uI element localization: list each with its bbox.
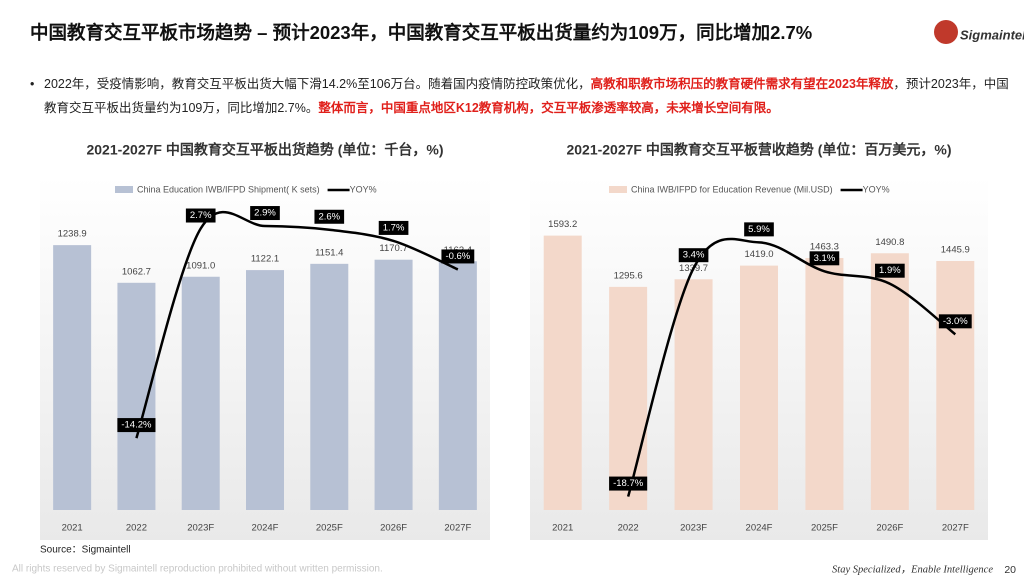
- x-tick-label: 2021: [62, 523, 83, 534]
- chart-title: 2021-2027F 中国教育交互平板营收趋势 (单位：百万美元，%): [566, 142, 951, 158]
- data-label-box: [744, 222, 774, 237]
- line-value-label: -3.0%: [943, 316, 968, 327]
- legend-swatch: [609, 186, 627, 193]
- bullet-segment: 高教和职教市场积压的教育硬件需求有望在2023年释放: [590, 77, 894, 91]
- rights: All rights reserved by Sigmaintell repro…: [12, 564, 383, 575]
- line-value-label: 1.7%: [383, 222, 405, 233]
- line-value-label: 5.9%: [748, 224, 770, 235]
- line-value-label: 3.1%: [814, 253, 836, 264]
- legend-label: China Education IWB/IFPD Shipment( K set…: [137, 184, 320, 194]
- x-tick-label: 2025F: [316, 523, 343, 534]
- x-tick-label: 2021: [552, 523, 573, 534]
- x-tick-label: 2025F: [811, 523, 838, 534]
- x-tick-label: 2022: [126, 523, 147, 534]
- x-tick-label: 2024F: [746, 523, 773, 534]
- data-label-box: [441, 249, 475, 264]
- bar-value-label: 1445.9: [941, 244, 970, 255]
- data-label-box: [117, 418, 156, 433]
- legend-label: China IWB/IFPD for Education Revenue (Mi…: [631, 184, 833, 194]
- data-label-box: [875, 263, 905, 278]
- bullet: 2022年，受疫情影响，教育交互平板出货大幅下滑14.2%至106万台。随着国内…: [30, 72, 1019, 120]
- legend-label: YOY%: [863, 184, 890, 194]
- bullet-segment: 整体而言，中国重点地区K12教育机构，交互平板渗透率较高，未来增长空间有限。: [318, 101, 779, 115]
- line-value-label: 2.9%: [254, 208, 276, 219]
- line: [626, 237, 957, 497]
- legend-label: YOY%: [350, 184, 377, 194]
- bar-value-label: 1419.0: [744, 249, 773, 260]
- bar: [674, 279, 713, 510]
- x-tick-label: 2022: [618, 523, 639, 534]
- line-value-label: 2.7%: [190, 210, 212, 221]
- bar-value-label: 1122.1: [251, 254, 279, 265]
- bar-value-label: 1593.2: [548, 219, 577, 230]
- bar: [740, 265, 778, 510]
- bar: [310, 263, 349, 510]
- bar: [870, 253, 909, 511]
- logo-icon: [934, 20, 958, 44]
- x-tick-label: 2023F: [680, 523, 707, 534]
- data-label-box: [809, 251, 840, 266]
- bar-value-label: 1151.4: [315, 247, 343, 258]
- bar-value-label: 1170.7: [379, 243, 407, 254]
- bar: [543, 235, 582, 511]
- legend-swatch: [115, 186, 133, 193]
- data-label-box: [609, 476, 648, 491]
- bar-value-label: 1295.6: [614, 270, 643, 281]
- bar: [53, 245, 92, 511]
- data-label-box: [678, 248, 709, 263]
- bar: [374, 259, 413, 510]
- bullet-segment: ，预计2023年，中国教育交互平板出货量约为109万，同比增加2.7%。: [44, 77, 1009, 115]
- slide-title: 中国教育交互平板市场趋势 – 预计2023年，中国教育交互平板出货量约为109万…: [30, 22, 812, 43]
- data-label-box: [378, 220, 409, 235]
- x-tick-label: 2023F: [187, 523, 214, 534]
- bar: [609, 286, 648, 510]
- x-tick-label: 2024F: [252, 523, 279, 534]
- logo-text: Sigmaintell: [960, 27, 1024, 42]
- line-value-label: -18.7%: [613, 478, 644, 489]
- line-value-label: 1.9%: [879, 265, 901, 276]
- line-value-label: 2.6%: [318, 211, 340, 222]
- bar: [805, 257, 844, 510]
- chart-title: 2021-2027F 中国教育交互平板出货趋势 (单位：千台，%): [86, 142, 443, 158]
- bar-value-label: 1463.3: [810, 242, 839, 253]
- source: Source：Sigmaintell: [40, 545, 131, 556]
- bar: [181, 276, 220, 510]
- bar: [438, 261, 477, 510]
- data-label-box: [250, 206, 280, 221]
- x-tick-label: 2027F: [444, 523, 471, 534]
- line-value-label: -14.2%: [121, 420, 152, 431]
- slogan: Stay Specialized，Enable Intelligence: [832, 564, 993, 575]
- x-tick-label: 2027F: [942, 523, 969, 534]
- bullet-segment: 2022年，受疫情影响，教育交互平板出货大幅下滑14.2%至106万台。随着国内…: [44, 77, 591, 91]
- bar-value-label: 1091.0: [186, 260, 215, 271]
- x-tick-label: 2026F: [876, 523, 903, 534]
- line-value-label: 3.4%: [683, 250, 705, 261]
- bar: [936, 260, 975, 510]
- line: [135, 210, 459, 439]
- line-value-label: -0.6%: [445, 251, 470, 262]
- bar-value-label: 1062.7: [122, 266, 151, 277]
- x-tick-label: 2026F: [380, 523, 407, 534]
- data-label-box: [185, 208, 216, 223]
- bar: [117, 282, 156, 510]
- data-label-box: [314, 209, 345, 224]
- page-number: 20: [1004, 564, 1016, 576]
- data-label-box: [938, 314, 972, 329]
- bar-value-label: 1490.8: [875, 237, 904, 248]
- bar: [246, 270, 284, 510]
- bar-value-label: 1238.9: [58, 229, 87, 240]
